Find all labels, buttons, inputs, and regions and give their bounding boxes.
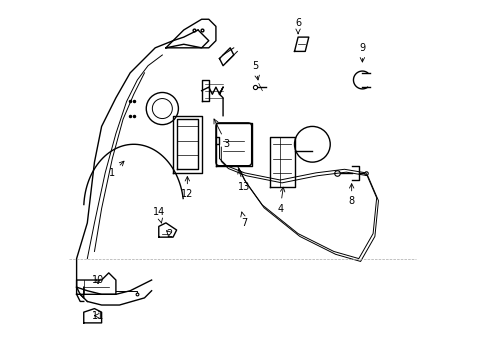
- Text: 12: 12: [181, 176, 193, 199]
- Text: 8: 8: [348, 184, 354, 206]
- Text: 3: 3: [214, 119, 229, 149]
- Text: 1: 1: [109, 161, 124, 178]
- Text: 9: 9: [359, 43, 365, 62]
- Text: 6: 6: [294, 18, 301, 33]
- Text: 13: 13: [237, 169, 250, 192]
- Text: 5: 5: [252, 61, 259, 80]
- Text: 2: 2: [166, 229, 172, 239]
- Text: 7: 7: [240, 212, 247, 228]
- Text: 10: 10: [92, 275, 104, 285]
- Text: 4: 4: [277, 187, 284, 213]
- Text: 11: 11: [92, 311, 104, 321]
- Text: 14: 14: [152, 207, 164, 223]
